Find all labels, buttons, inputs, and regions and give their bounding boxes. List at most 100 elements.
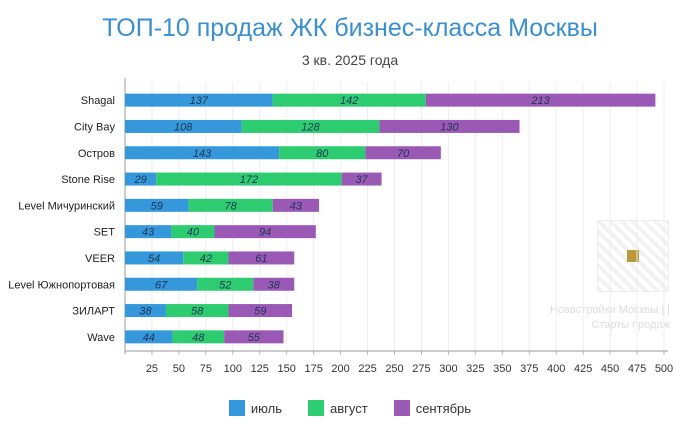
bar-segment [425, 93, 656, 107]
x-tick-label: 100 [224, 363, 242, 375]
bar-segment [379, 119, 520, 133]
data-label: 59 [151, 200, 163, 212]
data-label: 44 [143, 332, 155, 344]
bar-segment [125, 277, 198, 291]
data-label: 58 [191, 306, 204, 318]
data-label: 38 [268, 279, 281, 291]
bar-segment [224, 330, 284, 344]
legend: июль август сентябрь [0, 400, 700, 416]
x-tick-label: 400 [547, 363, 565, 375]
data-label: 43 [290, 200, 303, 212]
x-tick-label: 250 [385, 363, 403, 375]
legend-item-august[interactable]: август [308, 400, 368, 416]
data-label: 142 [340, 95, 358, 107]
category-label: VEER [85, 253, 115, 265]
qr-watermark [597, 220, 669, 292]
data-label: 137 [190, 95, 209, 107]
category-label: ЗИЛАРТ [72, 306, 115, 318]
x-tick-label: 275 [412, 363, 430, 375]
data-label: 130 [440, 121, 459, 133]
x-tick-label: 375 [520, 363, 538, 375]
bar-segment [272, 93, 426, 107]
x-tick-label: 225 [358, 363, 376, 375]
bar-segment [272, 198, 320, 212]
data-label: 213 [530, 95, 550, 107]
data-label: 67 [155, 279, 168, 291]
data-label: 48 [192, 332, 205, 344]
category-label: City Bay [74, 121, 115, 133]
bar-segment [214, 225, 316, 239]
category-label: Stone Rise [61, 174, 115, 186]
data-label: 61 [255, 253, 267, 265]
data-label: 108 [174, 121, 193, 133]
data-label: 42 [200, 253, 212, 265]
category-label: Level Мичуринский [18, 200, 115, 212]
data-label: 55 [248, 332, 261, 344]
bar-segment [365, 146, 441, 160]
category-label: Shagal [81, 95, 115, 107]
bar-segment [125, 330, 173, 344]
data-label: 80 [316, 148, 329, 160]
bar-segment [197, 277, 254, 291]
chart-subtitle: 3 кв. 2025 года [301, 52, 399, 68]
bar-segment [183, 251, 229, 265]
legend-label: август [330, 400, 368, 416]
bar-segment [125, 225, 172, 239]
x-tick-label: 200 [331, 363, 349, 375]
x-tick-label: 50 [173, 363, 185, 375]
watermark-line2: Старты продаж [591, 319, 670, 331]
x-tick-label: 75 [200, 363, 212, 375]
data-label: 59 [254, 306, 266, 318]
data-label: 40 [187, 227, 200, 239]
legend-item-july[interactable]: июль [228, 400, 283, 416]
bar-segment [188, 198, 273, 212]
bar-segment [228, 304, 293, 318]
bar-segment [241, 119, 380, 133]
x-tick-label: 25 [146, 363, 158, 375]
data-label: 172 [240, 174, 258, 186]
chart-title: ТОП-10 продаж ЖК бизнес-класса Москвы [102, 14, 598, 42]
data-label: 43 [142, 227, 155, 239]
bar-segment [165, 304, 229, 318]
category-label: Wave [87, 332, 115, 344]
legend-item-september[interactable]: сентябрь [393, 400, 472, 416]
data-label: 94 [259, 227, 271, 239]
x-tick-label: 425 [574, 363, 592, 375]
bar-segment [125, 304, 166, 318]
x-tick-label: 300 [439, 363, 457, 375]
category-label: Остров [78, 148, 115, 160]
legend-label: сентябрь [415, 400, 472, 416]
bar-segment [171, 225, 215, 239]
bar-segment [228, 251, 295, 265]
data-label: 37 [355, 174, 368, 186]
data-label: 70 [397, 148, 410, 160]
bar-segment [125, 198, 189, 212]
data-label: 29 [134, 174, 147, 186]
x-tick-label: 350 [493, 363, 511, 375]
category-label: SET [94, 227, 116, 239]
bar-segment [125, 146, 280, 160]
x-tick-label: 500 [655, 363, 673, 375]
bar-segment [279, 146, 366, 160]
bar-segment [125, 251, 184, 265]
x-tick-label: 150 [278, 363, 296, 375]
bar-segment [125, 93, 273, 107]
data-label: 143 [193, 148, 212, 160]
x-tick-label: 175 [304, 363, 322, 375]
data-label: 54 [148, 253, 160, 265]
data-label: 38 [139, 306, 152, 318]
bar-segment [172, 330, 225, 344]
bar-segment [341, 172, 382, 186]
data-label: 128 [301, 121, 320, 133]
bar-segment [125, 119, 242, 133]
data-label: 52 [219, 279, 231, 291]
legend-label: июль [250, 400, 283, 416]
bar-segment [156, 172, 342, 186]
x-tick-label: 450 [601, 363, 619, 375]
x-tick-label: 475 [628, 363, 646, 375]
data-label: 78 [225, 200, 238, 212]
bar-segment [125, 172, 157, 186]
x-tick-label: 325 [466, 363, 484, 375]
category-label: Level Южнопортовая [8, 279, 115, 291]
